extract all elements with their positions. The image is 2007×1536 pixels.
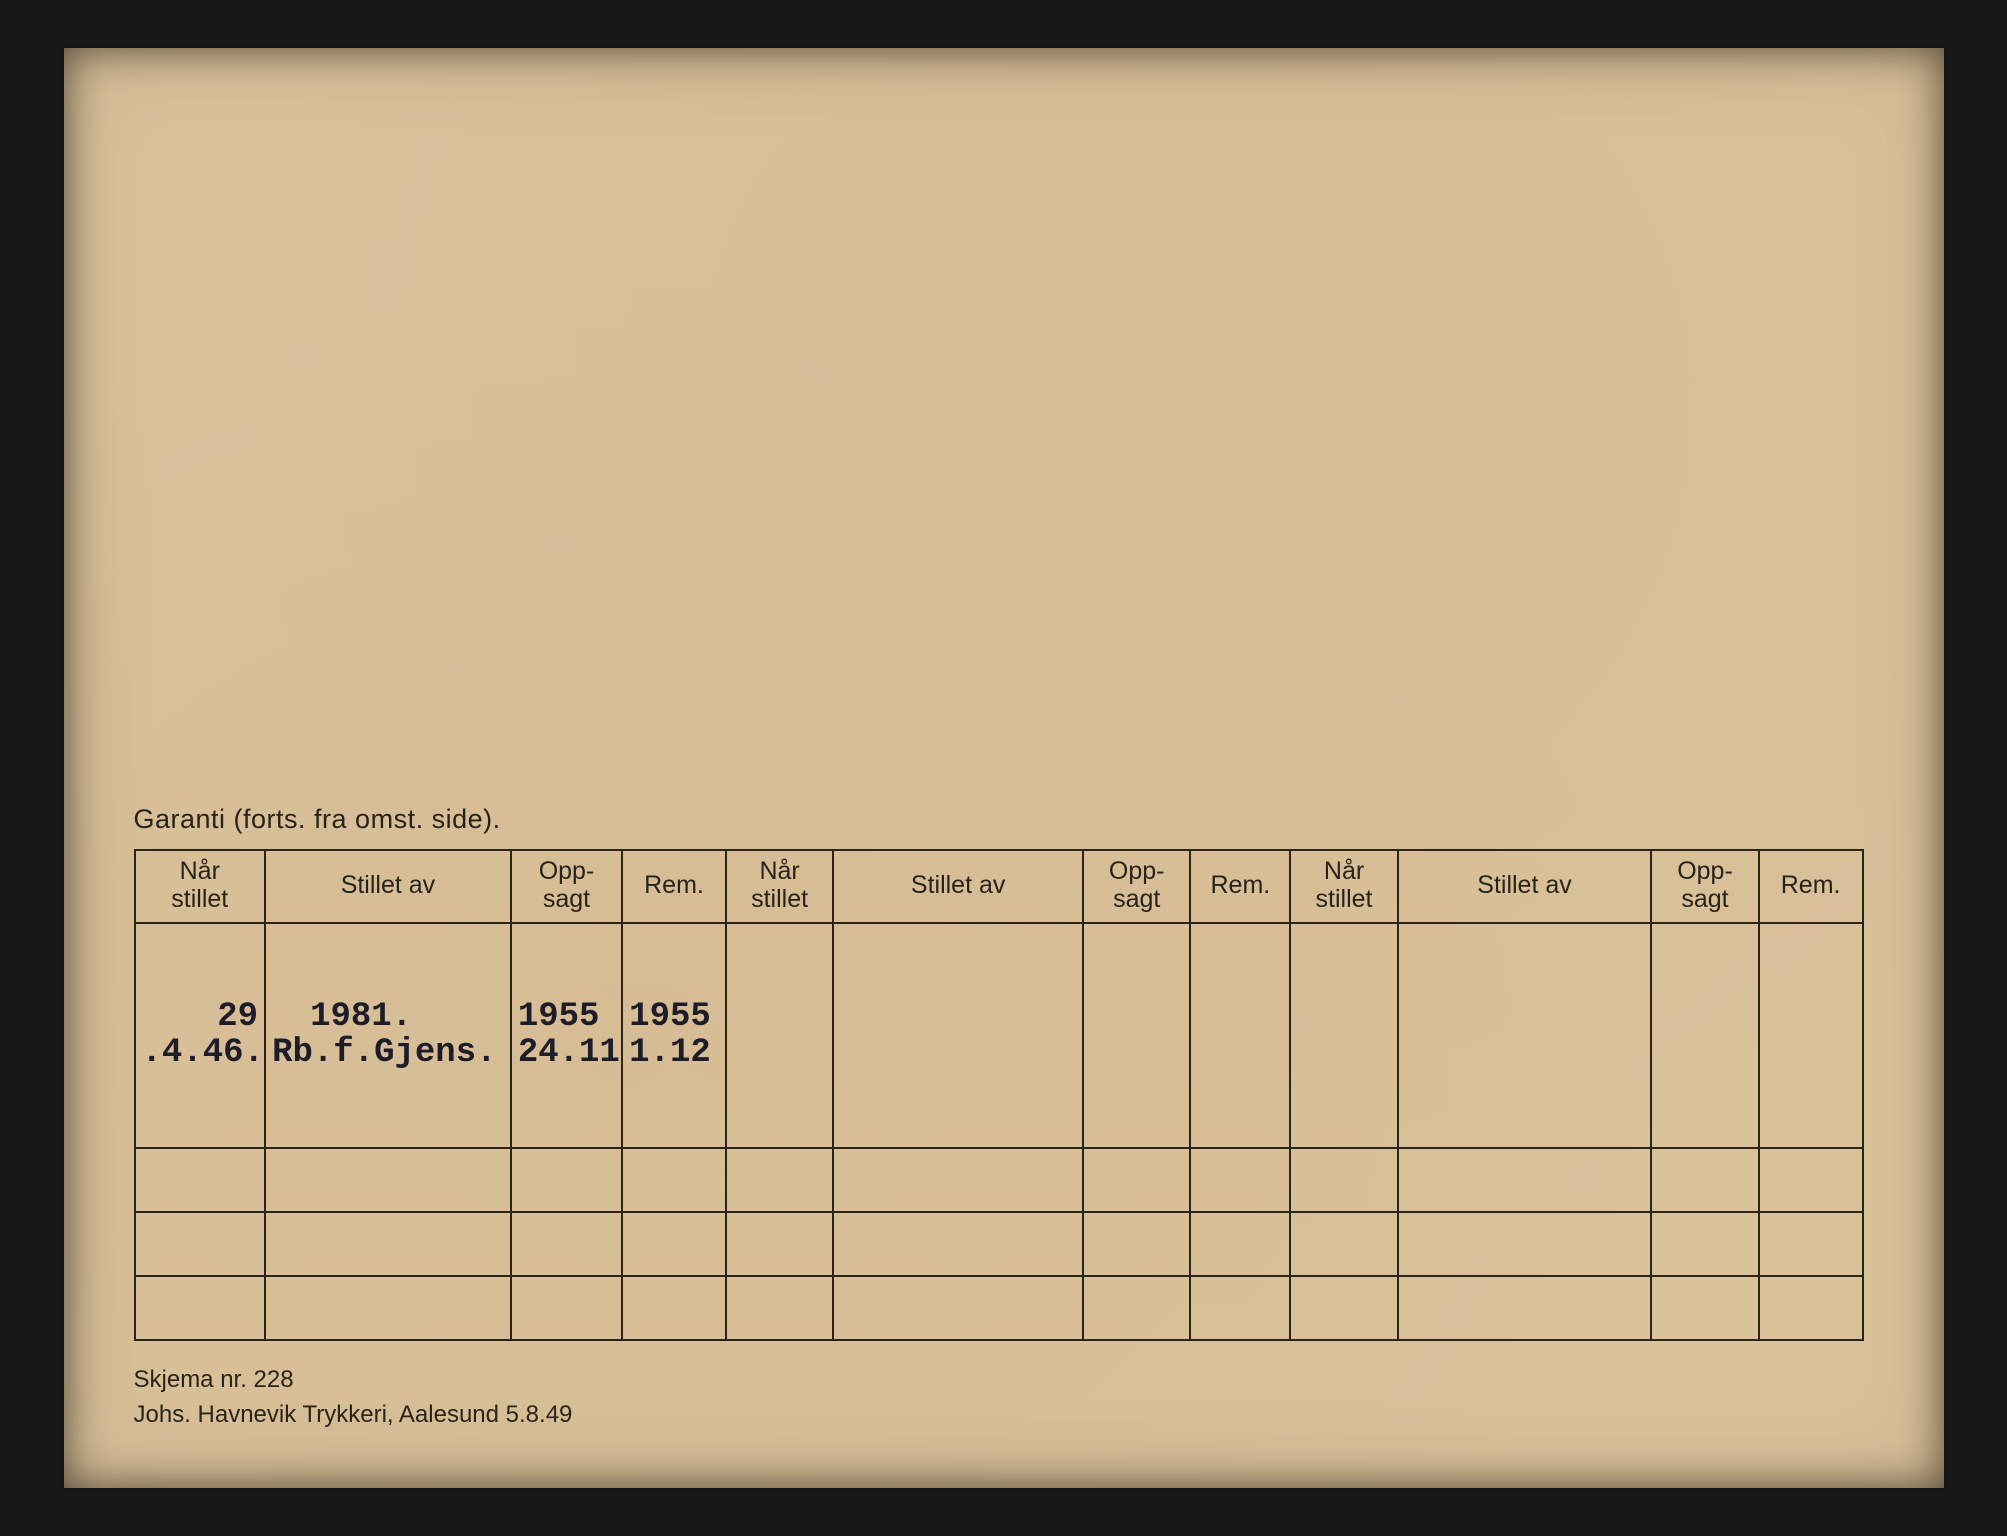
cell-empty (1190, 1276, 1290, 1340)
cell-empty (265, 1276, 511, 1340)
cell-empty (1651, 1276, 1759, 1340)
cell-empty (726, 1276, 834, 1340)
cell-empty (622, 1148, 726, 1212)
cell-empty (1759, 1276, 1863, 1340)
footer-line-1: Skjema nr. 228 (134, 1363, 1864, 1398)
col-header: Opp-sagt (1083, 850, 1191, 924)
form-card: Garanti (forts. fra omst. side). Nårstil… (64, 48, 1944, 1488)
cell-empty (833, 1276, 1083, 1340)
table-header-row: Nårstillet Stillet av Opp-sagt Rem. Nårs… (135, 850, 1863, 924)
cell-empty (1190, 1148, 1290, 1212)
table-row (135, 1212, 1863, 1276)
cell-nar-stillet: 29 .4.46. (135, 923, 266, 1148)
cell-empty (1759, 923, 1863, 1148)
cell-empty (622, 1212, 726, 1276)
col-header: Rem. (1759, 850, 1863, 924)
cell-empty (1290, 923, 1398, 1148)
cell-stillet-av: 1981. Rb.f.Gjens. (265, 923, 511, 1148)
cell-rem: 1955 1.12 (622, 923, 726, 1148)
form-content: Garanti (forts. fra omst. side). Nårstil… (134, 804, 1864, 1433)
cell-empty (135, 1276, 266, 1340)
col-header: Nårstillet (1290, 850, 1398, 924)
col-header: Nårstillet (726, 850, 834, 924)
col-header: Stillet av (833, 850, 1083, 924)
cell-empty (511, 1212, 622, 1276)
col-header: Rem. (1190, 850, 1290, 924)
cell-empty (1651, 923, 1759, 1148)
cell-empty (265, 1212, 511, 1276)
cell-empty (1759, 1212, 1863, 1276)
cell-empty (1651, 1212, 1759, 1276)
guarantee-table: Nårstillet Stillet av Opp-sagt Rem. Nårs… (134, 849, 1864, 1342)
col-header: Opp-sagt (1651, 850, 1759, 924)
cell-empty (1083, 1276, 1191, 1340)
cell-empty (1651, 1148, 1759, 1212)
cell-empty (1398, 923, 1651, 1148)
cell-empty (726, 1148, 834, 1212)
table-row (135, 1276, 1863, 1340)
cell-empty (1290, 1148, 1398, 1212)
cell-empty (1290, 1276, 1398, 1340)
cell-empty (1398, 1212, 1651, 1276)
cell-empty (511, 1148, 622, 1212)
cell-empty (265, 1148, 511, 1212)
cell-empty (1190, 923, 1290, 1148)
cell-empty (511, 1276, 622, 1340)
cell-empty (833, 1212, 1083, 1276)
cell-empty (833, 1148, 1083, 1212)
cell-empty (1083, 923, 1191, 1148)
table-row: 29 .4.46. 1981. Rb.f.Gjens. 1955 2 (135, 923, 1863, 1148)
col-header: Stillet av (1398, 850, 1651, 924)
cell-empty (1398, 1276, 1651, 1340)
table-row (135, 1148, 1863, 1212)
form-footer: Skjema nr. 228 Johs. Havnevik Trykkeri, … (134, 1363, 1864, 1433)
cell-empty (622, 1276, 726, 1340)
col-header: Nårstillet (135, 850, 266, 924)
col-header: Rem. (622, 850, 726, 924)
cell-empty (135, 1212, 266, 1276)
cell-empty (1759, 1148, 1863, 1212)
col-header: Opp-sagt (511, 850, 622, 924)
cell-empty (1290, 1212, 1398, 1276)
cell-oppsagt: 1955 24.11 (511, 923, 622, 1148)
cell-empty (1083, 1148, 1191, 1212)
footer-line-2: Johs. Havnevik Trykkeri, Aalesund 5.8.49 (134, 1398, 1864, 1433)
table-heading: Garanti (forts. fra omst. side). (134, 804, 1864, 835)
col-header: Stillet av (265, 850, 511, 924)
cell-empty (726, 1212, 834, 1276)
cell-empty (1398, 1148, 1651, 1212)
cell-empty (833, 923, 1083, 1148)
cell-empty (135, 1148, 266, 1212)
cell-empty (1190, 1212, 1290, 1276)
cell-empty (1083, 1212, 1191, 1276)
